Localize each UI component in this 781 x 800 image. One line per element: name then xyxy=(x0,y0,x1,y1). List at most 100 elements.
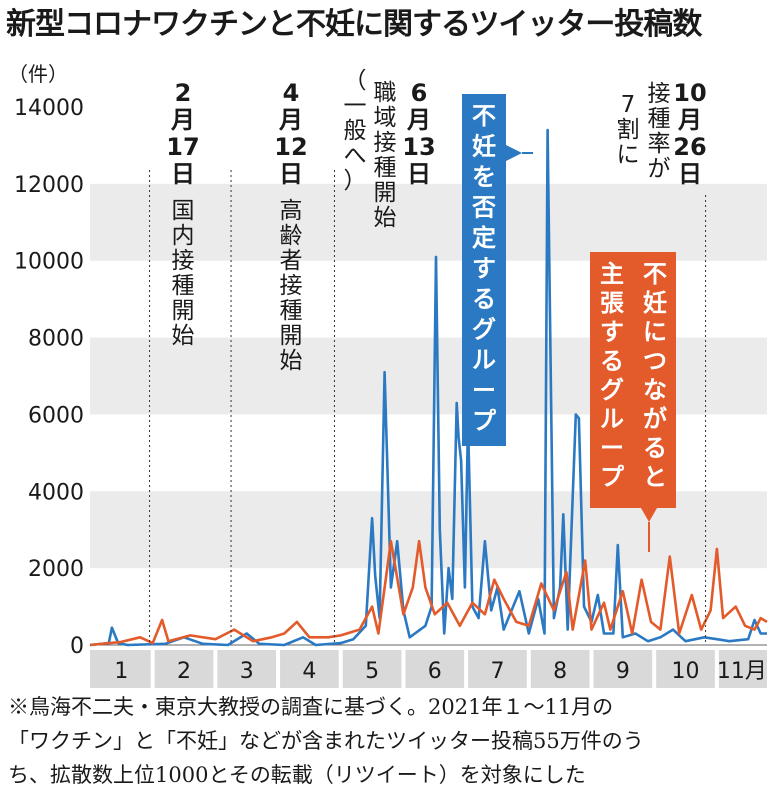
legend-label-deny: 不 xyxy=(472,102,496,130)
legend-label-claim: 不 xyxy=(643,260,667,288)
legend-label-deny: す xyxy=(472,255,496,283)
legend-label-claim: な xyxy=(643,376,667,404)
event-text-label: 種 xyxy=(280,298,303,324)
legend-label-deny: 妊 xyxy=(472,133,496,161)
event-text-label: 齢 xyxy=(280,223,303,249)
event-text-label: 種 xyxy=(648,106,671,132)
event-text-label: 接 xyxy=(172,248,195,274)
footnote-line-1: ※鳥海不二夫・東京大教授の調査に基づく。2021年１～11月の xyxy=(8,695,614,719)
legend-label-claim: に xyxy=(643,318,667,346)
series-line-deny xyxy=(89,128,767,647)
event-text-label: 高 xyxy=(280,198,303,224)
event-date-label: 日 xyxy=(171,160,195,188)
event-text-label: 7 xyxy=(621,92,636,118)
legend-label-claim: す xyxy=(600,318,624,346)
event-date-label: 月 xyxy=(406,106,431,134)
event-date-label: 10 xyxy=(673,79,706,107)
legend-label-claim: る xyxy=(600,347,624,375)
grid-band xyxy=(90,183,767,261)
month-label: 6 xyxy=(428,659,442,684)
legend-label-deny: グ xyxy=(472,316,496,344)
y-tick-label: 4000 xyxy=(28,480,84,505)
y-tick-label: 14000 xyxy=(14,96,84,121)
y-tick-label: 10000 xyxy=(14,250,84,275)
month-label: 5 xyxy=(365,659,379,684)
legend-box-claim xyxy=(590,252,676,508)
legend-label-deny: る xyxy=(472,285,496,313)
series-line-claim xyxy=(89,539,768,647)
month-label: 10 xyxy=(672,659,700,684)
legend-label-claim: つ xyxy=(643,347,667,375)
y-tick-label: 12000 xyxy=(14,173,84,198)
legend-label-claim: と xyxy=(643,463,667,491)
legend-pointer-deny xyxy=(506,145,522,161)
event-date-label: 2 xyxy=(175,79,192,107)
event-date-label: 月 xyxy=(677,106,702,134)
chart-title: 新型コロナワクチンと不妊に関するツイッター投稿数 xyxy=(6,7,702,42)
month-label: 8 xyxy=(553,659,567,684)
event-text-label: 始 xyxy=(374,205,397,231)
y-axis-unit: （件） xyxy=(8,62,68,86)
event-date-label: 12 xyxy=(274,133,307,161)
event-text-label: 割 xyxy=(617,117,640,143)
event-text-label: 域 xyxy=(374,105,397,131)
event-text-label: 接 xyxy=(280,273,303,299)
legend-label-claim: 主 xyxy=(600,260,624,288)
legend-label-deny: ー xyxy=(472,377,496,405)
footnote-line-3: ち、拡散数上位1000とその転載（リツイート）を対象にした xyxy=(8,763,586,787)
event-date-label: 26 xyxy=(673,133,706,161)
legend-label-deny: プ xyxy=(472,407,497,435)
legend-label-claim: ル xyxy=(600,405,624,433)
event-date-label: 4 xyxy=(283,79,300,107)
legend-label-claim: 張 xyxy=(600,289,625,317)
event-paren-label: 一 xyxy=(344,93,367,119)
footnote-line-2: 「ワクチン」と「不妊」などが含まれたツイッター投稿55万件のう xyxy=(8,729,644,753)
event-text-label: 始 xyxy=(172,323,195,349)
event-text-label: 開 xyxy=(374,180,397,206)
month-label: 1 xyxy=(114,659,128,684)
event-paren-label: 般 xyxy=(344,118,367,144)
event-text-label: 接 xyxy=(648,81,671,107)
event-date-label: 6 xyxy=(411,79,428,107)
event-paren-label: （ xyxy=(344,68,367,94)
event-date-label: 17 xyxy=(166,133,199,161)
event-text-label: に xyxy=(617,142,640,168)
legend-label-deny: 定 xyxy=(472,224,496,252)
event-text-label: 種 xyxy=(374,155,397,181)
legend-box-deny xyxy=(462,94,506,446)
event-text-label: 率 xyxy=(648,131,671,157)
event-date-label: 月 xyxy=(170,106,195,134)
event-text-label: が xyxy=(648,156,671,182)
footnote: ※鳥海不二夫・東京大教授の調査に基づく。2021年１～11月の 「ワクチン」と「… xyxy=(8,690,778,792)
legend-label-deny: 否 xyxy=(471,194,496,222)
event-text-label: 国 xyxy=(172,198,195,224)
event-text-label: 職 xyxy=(374,80,397,106)
event-text-label: 内 xyxy=(172,223,195,249)
event-text-label: 者 xyxy=(280,248,303,274)
legend-label-claim: 妊 xyxy=(643,289,667,317)
event-date-label: 日 xyxy=(678,160,702,188)
y-tick-label: 0 xyxy=(70,634,84,659)
event-date-label: 月 xyxy=(278,106,303,134)
month-label: 9 xyxy=(616,659,630,684)
legend-label-claim: る xyxy=(643,434,667,462)
month-label: 3 xyxy=(240,659,254,684)
legend-label-deny: ル xyxy=(472,346,496,374)
event-text-label: 種 xyxy=(172,273,195,299)
month-label: 7 xyxy=(490,659,504,684)
event-text-label: 開 xyxy=(172,298,195,324)
month-label: 4 xyxy=(302,659,316,684)
event-text-label: 開 xyxy=(280,323,303,349)
month-label: 2 xyxy=(177,659,191,684)
legend-label-claim: ー xyxy=(600,434,624,462)
event-text-label: 接 xyxy=(374,130,397,156)
y-tick-label: 8000 xyxy=(28,327,84,352)
legend-label-claim: プ xyxy=(600,463,625,491)
legend-pointer-claim xyxy=(641,508,657,522)
event-date-label: 日 xyxy=(279,160,303,188)
y-tick-label: 2000 xyxy=(28,557,84,582)
legend-label-deny: を xyxy=(472,163,496,191)
event-date-label: 13 xyxy=(402,133,435,161)
legend-label-claim: グ xyxy=(600,376,624,404)
